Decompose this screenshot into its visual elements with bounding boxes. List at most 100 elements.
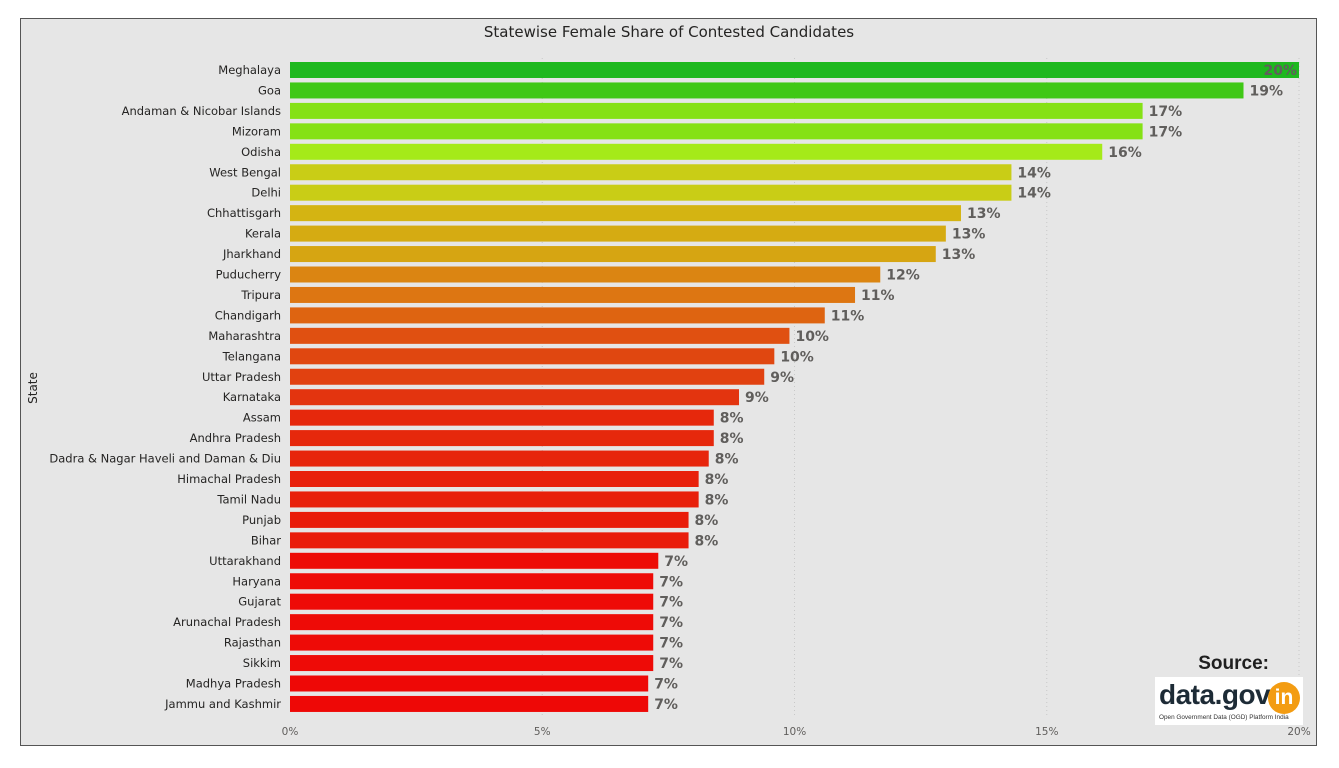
data-label: 7% xyxy=(654,677,678,693)
category-label: Telangana xyxy=(222,349,281,363)
data-label: 12% xyxy=(886,268,920,284)
data-label: 17% xyxy=(1149,124,1183,140)
bar xyxy=(290,184,1012,201)
bar xyxy=(290,655,654,672)
bar xyxy=(290,450,709,467)
bar xyxy=(290,307,825,324)
category-label: Assam xyxy=(243,411,281,425)
category-label: Sikkim xyxy=(243,656,281,670)
data-label: 8% xyxy=(705,472,729,488)
source-label: Source: xyxy=(1198,653,1269,674)
bar xyxy=(290,62,1299,78)
x-tick-label: 20% xyxy=(1287,726,1310,738)
bar xyxy=(290,266,881,283)
logo-wordmark: data.gov xyxy=(1159,679,1271,710)
x-tick-label: 10% xyxy=(783,726,806,738)
category-label: Maharashtra xyxy=(208,329,281,343)
category-label: Madhya Pradesh xyxy=(186,677,281,691)
data-label: 7% xyxy=(659,656,683,672)
category-label: Andhra Pradesh xyxy=(190,431,281,445)
y-axis-title: State xyxy=(26,372,40,404)
category-label: Delhi xyxy=(251,186,281,200)
data-label: 10% xyxy=(795,329,829,345)
data-label: 17% xyxy=(1149,104,1183,120)
bar xyxy=(290,286,856,303)
data-label: 8% xyxy=(695,533,719,549)
data-label: 10% xyxy=(780,349,814,365)
bar xyxy=(290,614,654,631)
category-label: Jammu and Kashmir xyxy=(164,697,281,711)
x-tick-label: 15% xyxy=(1035,726,1058,738)
bar xyxy=(290,102,1143,119)
bar xyxy=(290,368,765,385)
category-label: Uttarakhand xyxy=(209,554,281,568)
chart-title: Statewise Female Share of Contested Cand… xyxy=(484,23,854,41)
category-label: Rajasthan xyxy=(224,636,281,650)
bar xyxy=(290,695,649,712)
data-label: 13% xyxy=(942,247,976,263)
category-label: Meghalaya xyxy=(218,63,281,77)
category-label: Chandigarh xyxy=(215,308,281,322)
bar xyxy=(290,409,714,426)
bar xyxy=(290,348,775,365)
category-labels: Meghalaya Goa Andaman & Nicobar Islands Miz… xyxy=(49,63,281,711)
data-label: 8% xyxy=(705,492,729,508)
category-label: Jharkhand xyxy=(222,247,281,261)
source-attribution: Source: data.gov in Open Government Data… xyxy=(1155,653,1305,725)
category-label: Goa xyxy=(258,83,281,97)
data-label: 8% xyxy=(720,431,744,447)
x-tick-label: 0% xyxy=(282,726,299,738)
x-axis-ticks: 0% 5% 10% 15% 20% xyxy=(282,726,1311,738)
data-label: 7% xyxy=(659,636,683,652)
data-label: 7% xyxy=(659,574,683,590)
category-label: Haryana xyxy=(232,574,281,588)
bar xyxy=(290,143,1103,160)
category-label: Uttar Pradesh xyxy=(202,370,281,384)
data-label: 7% xyxy=(664,554,688,570)
bar xyxy=(290,491,699,508)
category-label: Bihar xyxy=(251,533,281,547)
data-label: 9% xyxy=(770,370,794,386)
bar xyxy=(290,389,740,406)
data-label: 7% xyxy=(659,615,683,631)
bar xyxy=(290,82,1244,99)
data-label: 11% xyxy=(831,308,865,324)
data-label: 8% xyxy=(715,452,739,468)
category-label: Chhattisgarh xyxy=(207,206,281,220)
category-label: Tripura xyxy=(240,288,281,302)
category-label: Himachal Pradesh xyxy=(177,472,281,486)
category-label: Mizoram xyxy=(232,124,281,138)
data-label: 20% xyxy=(1263,63,1297,79)
category-label: Punjab xyxy=(242,513,281,527)
category-label: Karnataka xyxy=(223,390,281,404)
data-label: 13% xyxy=(967,206,1001,222)
bar xyxy=(290,123,1143,140)
data-label: 8% xyxy=(695,513,719,529)
bar xyxy=(290,552,659,569)
category-label: Tamil Nadu xyxy=(216,492,281,506)
data-label: 16% xyxy=(1108,145,1142,161)
bar xyxy=(290,593,654,610)
bar xyxy=(290,246,936,263)
bar xyxy=(290,430,714,447)
category-label: Andaman & Nicobar Islands xyxy=(122,104,281,118)
data-label: 11% xyxy=(861,288,895,304)
data-label: 19% xyxy=(1250,83,1284,99)
category-label: Odisha xyxy=(241,145,281,159)
logo-tagline: Open Government Data (OGD) Platform Indi… xyxy=(1159,714,1289,721)
bar xyxy=(290,511,689,528)
x-tick-label: 5% xyxy=(534,726,551,738)
data-gov-in-logo: data.gov in Open Government Data (OGD) P… xyxy=(1155,677,1303,725)
bars xyxy=(290,62,1299,712)
category-label: Kerala xyxy=(245,227,281,241)
data-label: 7% xyxy=(654,697,678,713)
data-label: 14% xyxy=(1017,165,1051,181)
logo-badge: in xyxy=(1268,682,1300,714)
data-label: 7% xyxy=(659,595,683,611)
category-label: West Bengal xyxy=(209,165,281,179)
bar xyxy=(290,205,961,222)
bar xyxy=(290,634,654,651)
data-label: 9% xyxy=(745,390,769,406)
bar xyxy=(290,327,790,344)
